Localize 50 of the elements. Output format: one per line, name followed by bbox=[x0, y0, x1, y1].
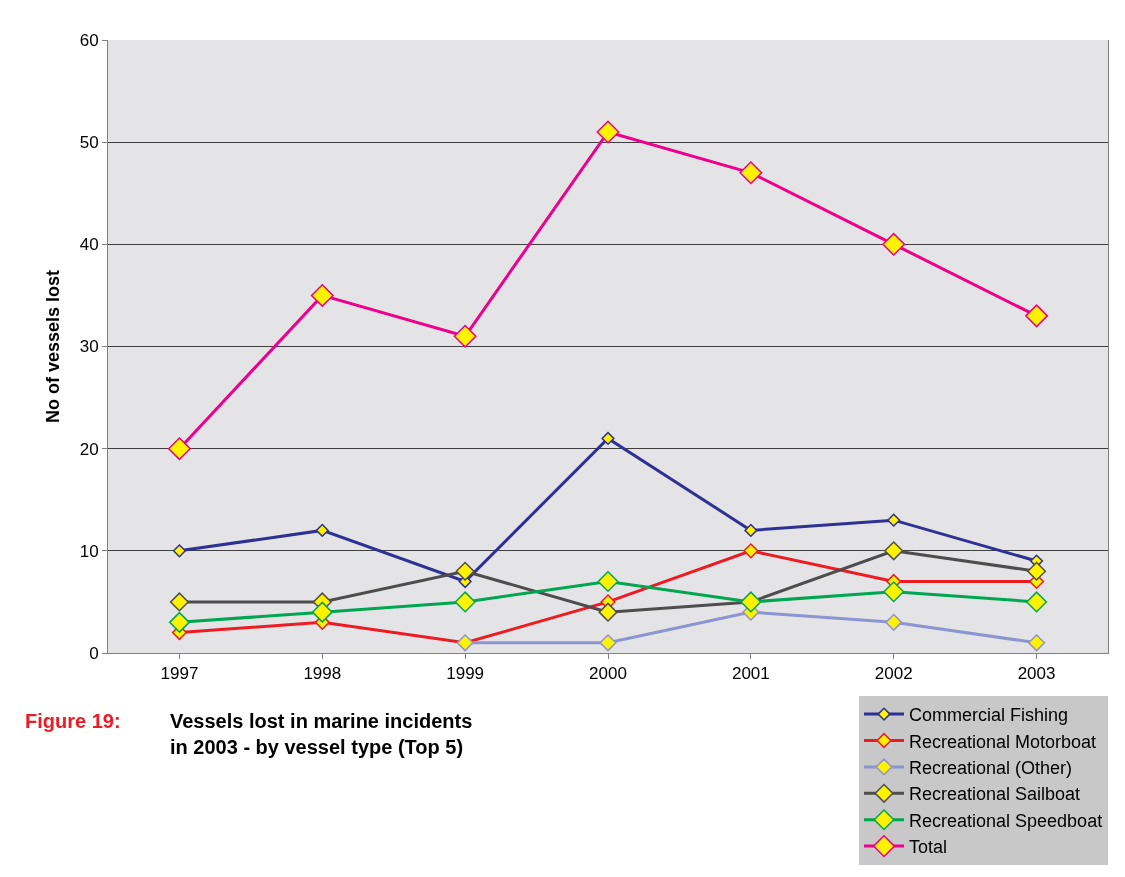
point bbox=[743, 543, 759, 559]
x-tick-label: 2000 bbox=[589, 664, 627, 684]
legend-label: Total bbox=[909, 837, 948, 858]
point bbox=[172, 544, 187, 558]
point bbox=[169, 592, 189, 612]
point bbox=[311, 601, 333, 623]
point bbox=[597, 570, 619, 592]
legend-label: Recreational (Other) bbox=[909, 757, 1073, 778]
point bbox=[455, 561, 475, 581]
point bbox=[596, 120, 620, 144]
y-tick-label: 60 bbox=[79, 30, 99, 50]
y-axis-title: No of vessels lost bbox=[42, 269, 63, 424]
text: Vessels lost in marine incidents in 2003 - by vessel type (Top 5) bbox=[170, 710, 473, 758]
point bbox=[887, 513, 901, 527]
x-tick-label: 1997 bbox=[160, 664, 199, 684]
x-tick-label: 2001 bbox=[731, 664, 770, 684]
point bbox=[315, 523, 329, 537]
point bbox=[882, 232, 906, 256]
point bbox=[310, 283, 334, 307]
point bbox=[168, 611, 190, 633]
point bbox=[739, 161, 763, 185]
y-tick-label: 40 bbox=[79, 235, 99, 255]
y-tick-label: 0 bbox=[89, 643, 99, 663]
legend-label: Recreational Motorboat bbox=[909, 731, 1097, 752]
point bbox=[598, 602, 618, 622]
point bbox=[453, 324, 477, 348]
point bbox=[1028, 634, 1046, 652]
point bbox=[884, 541, 904, 561]
x-tick-label: 1998 bbox=[303, 664, 342, 684]
point bbox=[1026, 591, 1048, 613]
legend-label: Recreational Speedboat bbox=[909, 810, 1103, 831]
x-tick-label: 2003 bbox=[1017, 664, 1056, 684]
x-tick-label: 1999 bbox=[446, 664, 485, 684]
y-tick-label: 10 bbox=[79, 541, 99, 561]
y-tick-label: 20 bbox=[79, 439, 99, 459]
point bbox=[885, 613, 903, 631]
point bbox=[454, 591, 476, 613]
point bbox=[883, 581, 905, 603]
y-tick-label: 30 bbox=[79, 337, 99, 357]
point bbox=[167, 437, 191, 461]
point bbox=[599, 634, 617, 652]
caption: Figure 19: bbox=[25, 710, 121, 732]
point bbox=[601, 431, 615, 446]
legend-label: Recreational Sailboat bbox=[909, 784, 1081, 805]
point bbox=[744, 523, 758, 537]
legend-label: Commercial Fishing bbox=[909, 705, 1069, 726]
point bbox=[1027, 561, 1047, 581]
point bbox=[1025, 304, 1049, 328]
y-tick-label: 50 bbox=[79, 133, 99, 153]
x-tick-label: 2002 bbox=[874, 664, 913, 684]
